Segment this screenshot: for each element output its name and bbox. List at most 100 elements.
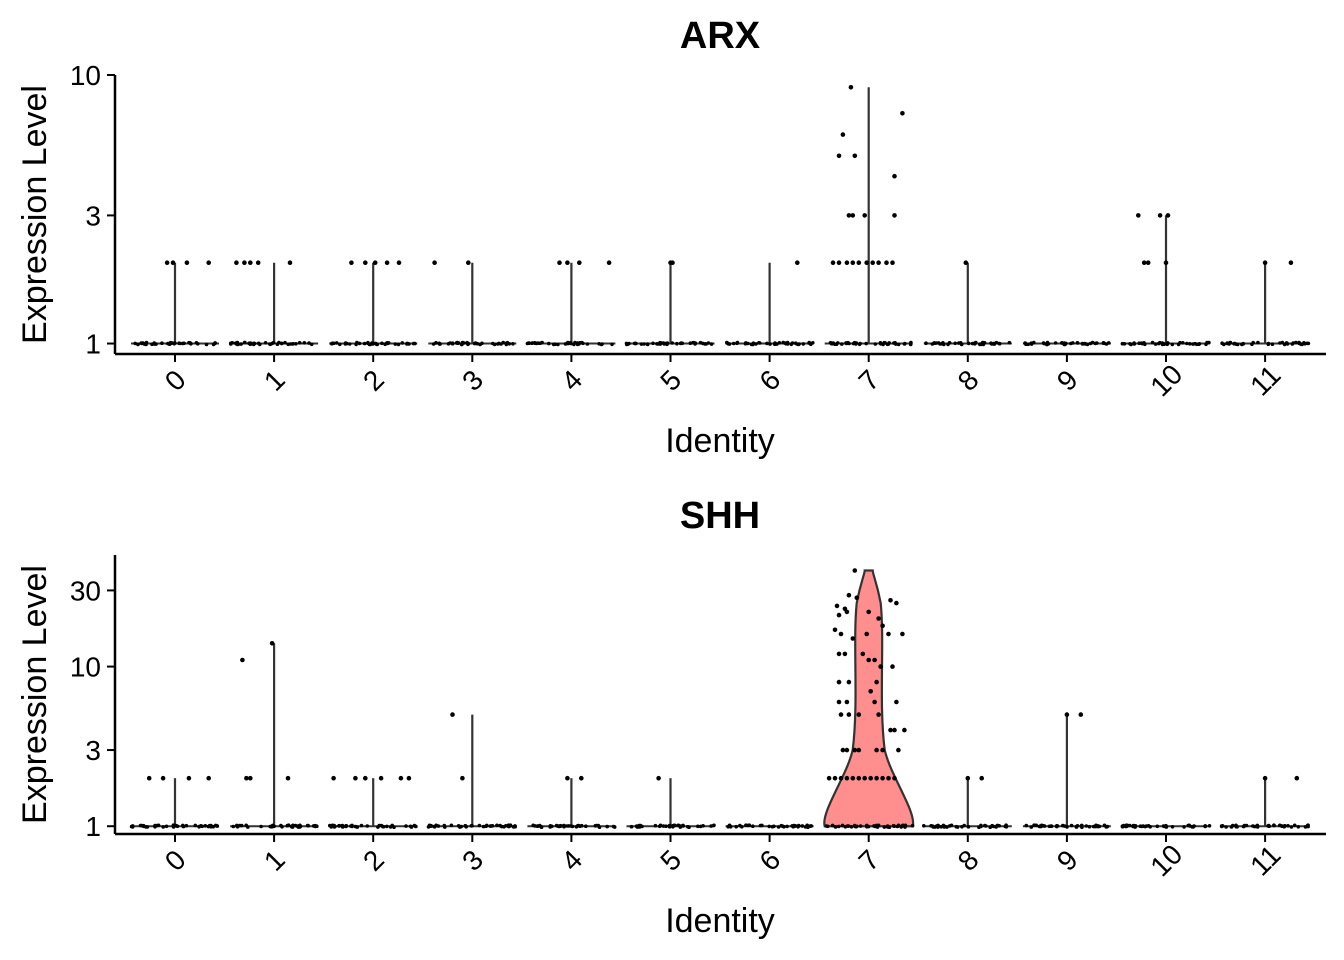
data-point <box>1230 823 1235 828</box>
data-point <box>239 342 243 346</box>
data-point <box>406 341 410 346</box>
data-point <box>864 260 869 266</box>
data-point <box>890 664 895 669</box>
data-point <box>966 341 971 346</box>
data-point <box>1063 342 1067 347</box>
data-point <box>495 823 499 828</box>
data-point <box>1302 341 1306 345</box>
data-point <box>844 747 850 753</box>
chart-title: SHH <box>680 495 760 537</box>
data-point <box>830 260 836 266</box>
data-point <box>526 341 531 345</box>
data-point <box>803 825 808 829</box>
data-point <box>655 342 659 346</box>
data-point <box>997 341 1001 346</box>
data-point <box>846 824 851 828</box>
data-point <box>862 775 867 781</box>
data-point <box>1131 823 1136 828</box>
data-point <box>807 340 811 345</box>
data-point <box>161 825 165 829</box>
data-point <box>1255 825 1260 829</box>
data-point <box>639 342 644 346</box>
data-point <box>770 824 775 829</box>
data-point <box>572 342 576 347</box>
data-point <box>864 631 869 637</box>
data-point <box>888 598 893 603</box>
y-tick-label: 3 <box>85 735 101 766</box>
data-point <box>1262 775 1268 781</box>
data-point <box>1120 341 1125 346</box>
data-point <box>508 823 513 827</box>
data-point <box>1080 342 1085 346</box>
data-point <box>349 824 353 828</box>
data-point <box>553 342 557 347</box>
data-point <box>535 824 540 828</box>
data-point <box>353 824 358 829</box>
data-point <box>337 824 341 828</box>
data-point <box>902 342 907 346</box>
data-point <box>372 260 378 266</box>
data-point <box>846 213 852 218</box>
data-point <box>892 727 897 733</box>
data-point <box>842 651 848 657</box>
data-point <box>890 260 895 266</box>
data-point <box>658 823 663 828</box>
data-point <box>1145 260 1151 266</box>
data-point <box>874 679 879 685</box>
data-point <box>146 775 152 781</box>
data-point <box>882 825 887 829</box>
data-point <box>211 824 215 829</box>
data-point <box>1294 775 1300 781</box>
data-point <box>184 823 189 828</box>
data-point <box>251 341 256 346</box>
data-point <box>384 260 390 266</box>
x-tick-label: 8 <box>952 364 985 397</box>
data-point <box>575 824 580 828</box>
data-point <box>846 340 850 345</box>
x-tick-label: 4 <box>555 844 588 877</box>
x-tick-label: 3 <box>456 364 489 397</box>
data-point <box>496 342 500 346</box>
data-point <box>307 341 311 345</box>
data-point <box>377 823 382 828</box>
data-point <box>760 823 764 828</box>
x-tick-label: 6 <box>753 844 786 877</box>
data-point <box>892 775 897 781</box>
data-point <box>645 342 650 346</box>
data-point <box>443 825 447 829</box>
data-point <box>667 823 672 828</box>
data-point <box>836 260 842 266</box>
data-point <box>854 595 860 600</box>
data-point <box>892 824 896 828</box>
data-point <box>1104 342 1109 346</box>
data-point <box>1153 342 1158 346</box>
data-point <box>286 823 291 827</box>
data-point <box>1203 824 1208 828</box>
data-point <box>569 341 573 346</box>
data-point <box>153 342 157 346</box>
y-tick-label: 1 <box>85 811 101 842</box>
data-point <box>294 342 298 346</box>
data-point <box>279 823 283 828</box>
data-point <box>658 340 662 345</box>
data-point <box>838 631 844 637</box>
data-point <box>751 824 755 828</box>
data-point <box>1190 824 1195 829</box>
data-point <box>293 823 298 828</box>
data-point <box>661 824 666 828</box>
data-point <box>477 823 482 828</box>
violin-7 <box>823 569 915 828</box>
data-point <box>942 825 947 829</box>
data-point <box>947 341 952 345</box>
data-point <box>965 775 971 781</box>
data-point <box>832 775 838 781</box>
data-point <box>637 823 641 828</box>
data-point <box>1084 824 1089 828</box>
panel-shh: SHH 1 3 10 30 0 1 2 3 4 5 6 7 8 9 10 11 Identity Expressio… <box>16 495 1326 940</box>
data-point <box>248 775 253 781</box>
data-point <box>790 824 794 828</box>
data-point <box>1045 342 1049 347</box>
data-point <box>331 775 336 781</box>
data-point <box>740 825 744 829</box>
data-point <box>396 260 402 266</box>
